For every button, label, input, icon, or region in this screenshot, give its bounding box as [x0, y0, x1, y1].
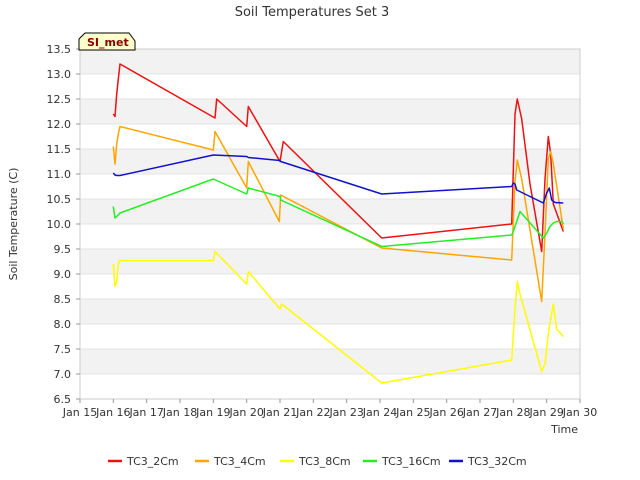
y-axis-label: Soil Temperature (C)	[7, 168, 20, 281]
series-line-TC3_2Cm	[112, 63, 565, 253]
grid-band	[80, 299, 580, 324]
y-tick-label: 9.0	[54, 268, 72, 281]
y-tick-label: 12.0	[47, 118, 72, 131]
x-tick-label: Jan 27	[462, 406, 497, 419]
y-tick-label: 11.0	[47, 168, 72, 181]
x-axis-label: Time	[550, 423, 578, 436]
legend-item: TC3_2Cm	[108, 455, 179, 468]
station-badge: SI_met	[78, 32, 136, 51]
grid-band	[80, 199, 580, 224]
chart-title: Soil Temperatures Set 3	[235, 5, 390, 20]
x-tick-label: Jan 19	[195, 406, 230, 419]
grid-band	[80, 349, 580, 374]
y-tick-label: 7.0	[54, 368, 72, 381]
y-tick-label: 13.5	[47, 43, 72, 56]
x-tick-label: Jan 22	[295, 406, 330, 419]
legend-label: TC3_32Cm	[467, 455, 527, 468]
legend: TC3_2Cm TC3_4Cm TC3_8Cm TC3_16Cm TC3_32Cm	[108, 455, 527, 468]
legend-label: TC3_2Cm	[126, 455, 179, 468]
y-tick-label: 10.0	[47, 218, 72, 231]
y-tick-label: 9.5	[54, 243, 72, 256]
plot-background	[79, 48, 581, 400]
y-tick-label: 7.5	[54, 343, 72, 356]
x-tick-label: Jan 17	[128, 406, 163, 419]
x-tick-label: Jan 25	[395, 406, 430, 419]
legend-item: TC3_8Cm	[280, 455, 351, 468]
grid-band	[80, 99, 580, 124]
series-line-TC3_4Cm	[112, 125, 565, 303]
x-tick-label: Jan 15	[62, 406, 97, 419]
series-line-TC3_8Cm	[112, 250, 564, 384]
badge-label: SI_met	[87, 36, 129, 49]
grid-band	[80, 249, 580, 274]
grid-band	[80, 149, 580, 174]
y-tick-label: 6.5	[54, 393, 72, 406]
y-tick-label: 11.5	[47, 143, 72, 156]
y-tick-label: 13.0	[47, 68, 72, 81]
x-tick-label: Jan 23	[328, 406, 363, 419]
series-line-TC3_16Cm	[112, 178, 564, 248]
legend-item: TC3_4Cm	[195, 455, 266, 468]
badge-shape	[78, 32, 136, 51]
x-tick-label: Jan 21	[262, 406, 297, 419]
y-tick-label: 12.5	[47, 93, 72, 106]
x-tick-label: Jan 29	[528, 406, 563, 419]
x-tick-label: Jan 16	[95, 406, 130, 419]
y-tick-label: 8.0	[54, 318, 72, 331]
x-tick-label: Jan 28	[495, 406, 530, 419]
legend-label: TC3_16Cm	[381, 455, 441, 468]
legend-label: TC3_4Cm	[213, 455, 266, 468]
legend-item: TC3_16Cm	[363, 455, 441, 468]
series-lines	[112, 63, 565, 384]
x-tick-label: Jan 30	[562, 406, 597, 419]
x-tick-label: Jan 24	[362, 406, 397, 419]
legend-item: TC3_32Cm	[449, 455, 527, 468]
legend-label: TC3_8Cm	[298, 455, 351, 468]
y-axis-ticks: 6.5 7.0 7.5 8.0 8.5 9.0 9.5 10.0 10.5 11.0 11.5 12.…	[47, 43, 80, 406]
x-tick-label: Jan 18	[162, 406, 197, 419]
x-tick-label: Jan 26	[428, 406, 463, 419]
series-line-TC3_32Cm	[112, 154, 564, 204]
grid-band	[80, 49, 580, 74]
x-tick-label: Jan 20	[228, 406, 263, 419]
y-tick-label: 10.5	[47, 193, 72, 206]
y-tick-label: 8.5	[54, 293, 72, 306]
